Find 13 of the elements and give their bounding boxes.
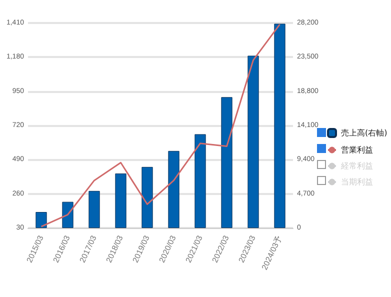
legend-label: 売上高(右軸) bbox=[341, 128, 388, 138]
bar bbox=[62, 202, 74, 228]
legend-label: 営業利益 bbox=[341, 146, 373, 154]
bar bbox=[142, 166, 153, 228]
line-series bbox=[40, 24, 280, 228]
bar bbox=[248, 56, 259, 228]
bar bbox=[168, 150, 180, 228]
bar bbox=[36, 212, 47, 228]
bar bbox=[88, 190, 100, 228]
bar bbox=[221, 97, 232, 228]
bar bbox=[194, 134, 206, 228]
bar bbox=[115, 173, 126, 228]
bar bbox=[274, 24, 286, 228]
